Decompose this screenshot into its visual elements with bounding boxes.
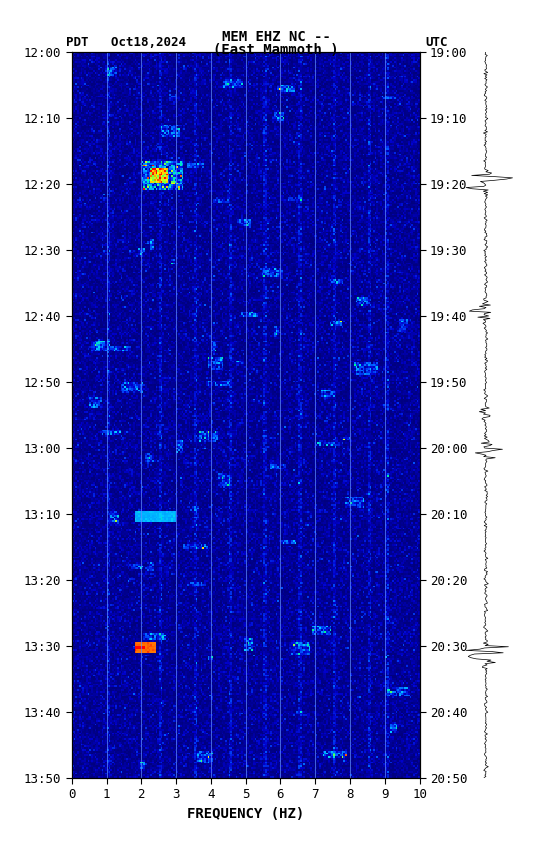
Text: PDT   Oct18,2024: PDT Oct18,2024: [66, 36, 186, 49]
Text: MEM EHZ NC --: MEM EHZ NC --: [221, 30, 331, 44]
Text: UTC: UTC: [425, 36, 448, 49]
X-axis label: FREQUENCY (HZ): FREQUENCY (HZ): [187, 807, 304, 821]
Text: (East Mammoth ): (East Mammoth ): [213, 43, 339, 57]
